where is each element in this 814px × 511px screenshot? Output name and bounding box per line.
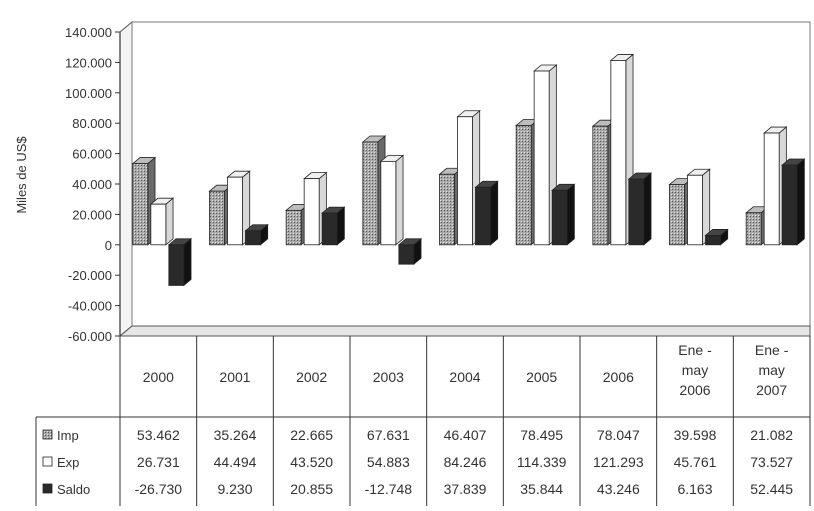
bar-exp-side	[165, 197, 174, 246]
table-cell-saldo: 35.844	[520, 481, 563, 497]
legend-swatch-saldo	[42, 483, 53, 494]
table-cell-exp: 26.731	[137, 454, 180, 470]
bar-imp	[745, 212, 762, 246]
plot-floor	[118, 325, 811, 337]
bar-saldo	[168, 244, 185, 286]
bar-saldo-side	[336, 206, 345, 246]
bar-saldo-side	[566, 183, 575, 246]
bar-saldo	[551, 189, 568, 246]
bar-imp	[515, 125, 532, 246]
table-cell-exp: 73.527	[750, 454, 793, 470]
bar-imp	[132, 163, 149, 246]
category-label: 2002	[296, 369, 327, 385]
table-cell-exp: 44.494	[214, 454, 257, 470]
y-tick-label: 80.000	[72, 116, 112, 131]
table-cell-exp: 54.883	[367, 454, 410, 470]
bar-saldo-side	[796, 158, 805, 246]
bar-saldo	[705, 235, 721, 246]
legend-swatch-imp	[42, 429, 53, 440]
bar-imp	[669, 184, 685, 246]
table-cell-saldo: 20.855	[290, 481, 333, 497]
table-cell-imp: 53.462	[137, 427, 180, 443]
bar-exp	[687, 174, 703, 246]
bar-imp	[592, 125, 609, 246]
category-label: 2000	[143, 369, 174, 385]
bar-saldo	[475, 186, 491, 246]
category-label: 2004	[449, 369, 480, 385]
y-tick-label: -20.000	[68, 268, 112, 283]
y-tick-label: 20.000	[72, 207, 112, 222]
table-cell-saldo: 52.445	[750, 481, 793, 497]
table-cell-saldo: 9.230	[217, 481, 252, 497]
table-cell-imp: 39.598	[674, 427, 717, 443]
category-label: 2007	[756, 382, 787, 398]
table-cell-exp: 45.761	[674, 454, 717, 470]
table-cell-imp: 35.264	[214, 427, 257, 443]
bar-exp	[610, 60, 627, 246]
legend-swatch-exp	[42, 456, 53, 467]
category-label: may	[758, 362, 784, 378]
table-cell-exp: 114.339	[517, 454, 567, 470]
legend-label-saldo: Saldo	[57, 482, 90, 497]
table-cell-imp: 21.082	[750, 427, 793, 443]
y-tick-label: 0	[105, 238, 112, 253]
y-axis-label: Miles de US$	[14, 136, 29, 214]
category-label: may	[682, 362, 708, 378]
table-cell-imp: 78.495	[520, 427, 563, 443]
y-tick-label: 120.000	[65, 55, 112, 70]
bar-saldo-side	[643, 172, 652, 246]
bar-exp-side	[395, 154, 404, 246]
bar-exp	[303, 178, 320, 246]
category-label: 2006	[603, 369, 634, 385]
bar-saldo	[398, 244, 415, 265]
table-cell-imp: 67.631	[367, 427, 410, 443]
category-label: 2001	[219, 369, 250, 385]
y-tick-label: -40.000	[68, 299, 112, 314]
bar-saldo-side	[490, 180, 499, 246]
bar-exp	[380, 160, 397, 246]
y-tick-label: 60.000	[72, 147, 112, 162]
table-cell-saldo: 37.839	[444, 481, 487, 497]
category-label: Ene -	[755, 342, 789, 358]
bar-imp	[439, 173, 455, 246]
bar-exp	[150, 203, 167, 246]
bar-saldo	[321, 212, 338, 246]
bar-exp	[457, 116, 473, 246]
bar-saldo	[245, 230, 261, 246]
bar-saldo	[781, 164, 798, 246]
category-label: 2005	[526, 369, 557, 385]
table-cell-imp: 78.047	[597, 427, 640, 443]
table-cell-exp: 84.246	[444, 454, 487, 470]
table-cell-saldo: 6.163	[677, 481, 712, 497]
table-cell-exp: 121.293	[593, 454, 644, 470]
bar-imp	[285, 209, 302, 246]
bar-saldo-side	[183, 237, 192, 287]
table-cell-imp: 46.407	[444, 427, 487, 443]
table-cell-imp: 22.665	[290, 427, 333, 443]
bar-imp	[362, 141, 379, 246]
y-tick-label: -60.000	[68, 329, 112, 344]
bar-exp	[227, 176, 243, 246]
legend-label-imp: Imp	[57, 428, 79, 443]
bar-saldo	[628, 178, 645, 246]
table-cell-exp: 43.520	[290, 454, 333, 470]
table-cell-saldo: 43.246	[597, 481, 640, 497]
category-label: 2003	[373, 369, 404, 385]
category-label: 2006	[679, 382, 710, 398]
bar-exp	[533, 70, 550, 246]
y-tick-label: 140.000	[65, 25, 112, 40]
table-cell-saldo: -12.748	[365, 481, 413, 497]
table-cell-saldo: -26.730	[135, 481, 183, 497]
bar-imp	[209, 190, 225, 246]
y-tick-label: 40.000	[72, 177, 112, 192]
category-label: Ene -	[678, 342, 712, 358]
side-wall	[119, 20, 133, 338]
y-tick-label: 100.000	[65, 86, 112, 101]
legend-label-exp: Exp	[57, 455, 79, 470]
bar-exp	[763, 132, 780, 246]
